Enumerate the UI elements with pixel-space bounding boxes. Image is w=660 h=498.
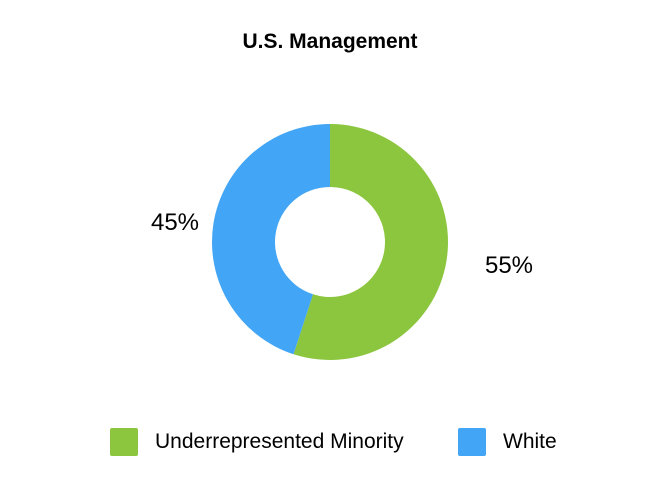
donut-svg: [212, 124, 448, 360]
legend-swatch-blue: [458, 428, 486, 456]
chart-title: U.S. Management: [242, 30, 418, 53]
donut-chart: [212, 124, 448, 360]
legend-label: White: [503, 430, 557, 453]
legend-swatch-green: [110, 428, 138, 456]
slice-label-underrepresented-minority: 55%: [484, 252, 534, 279]
legend-item-white: White: [458, 428, 557, 456]
slice-label-white: 45%: [150, 209, 200, 236]
legend-label: Underrepresented Minority: [155, 430, 404, 453]
donut-slice-white: [212, 124, 330, 355]
legend-item-underrepresented-minority: Underrepresented Minority: [110, 428, 404, 456]
donut-slice-underrepresented-minority: [293, 124, 448, 360]
